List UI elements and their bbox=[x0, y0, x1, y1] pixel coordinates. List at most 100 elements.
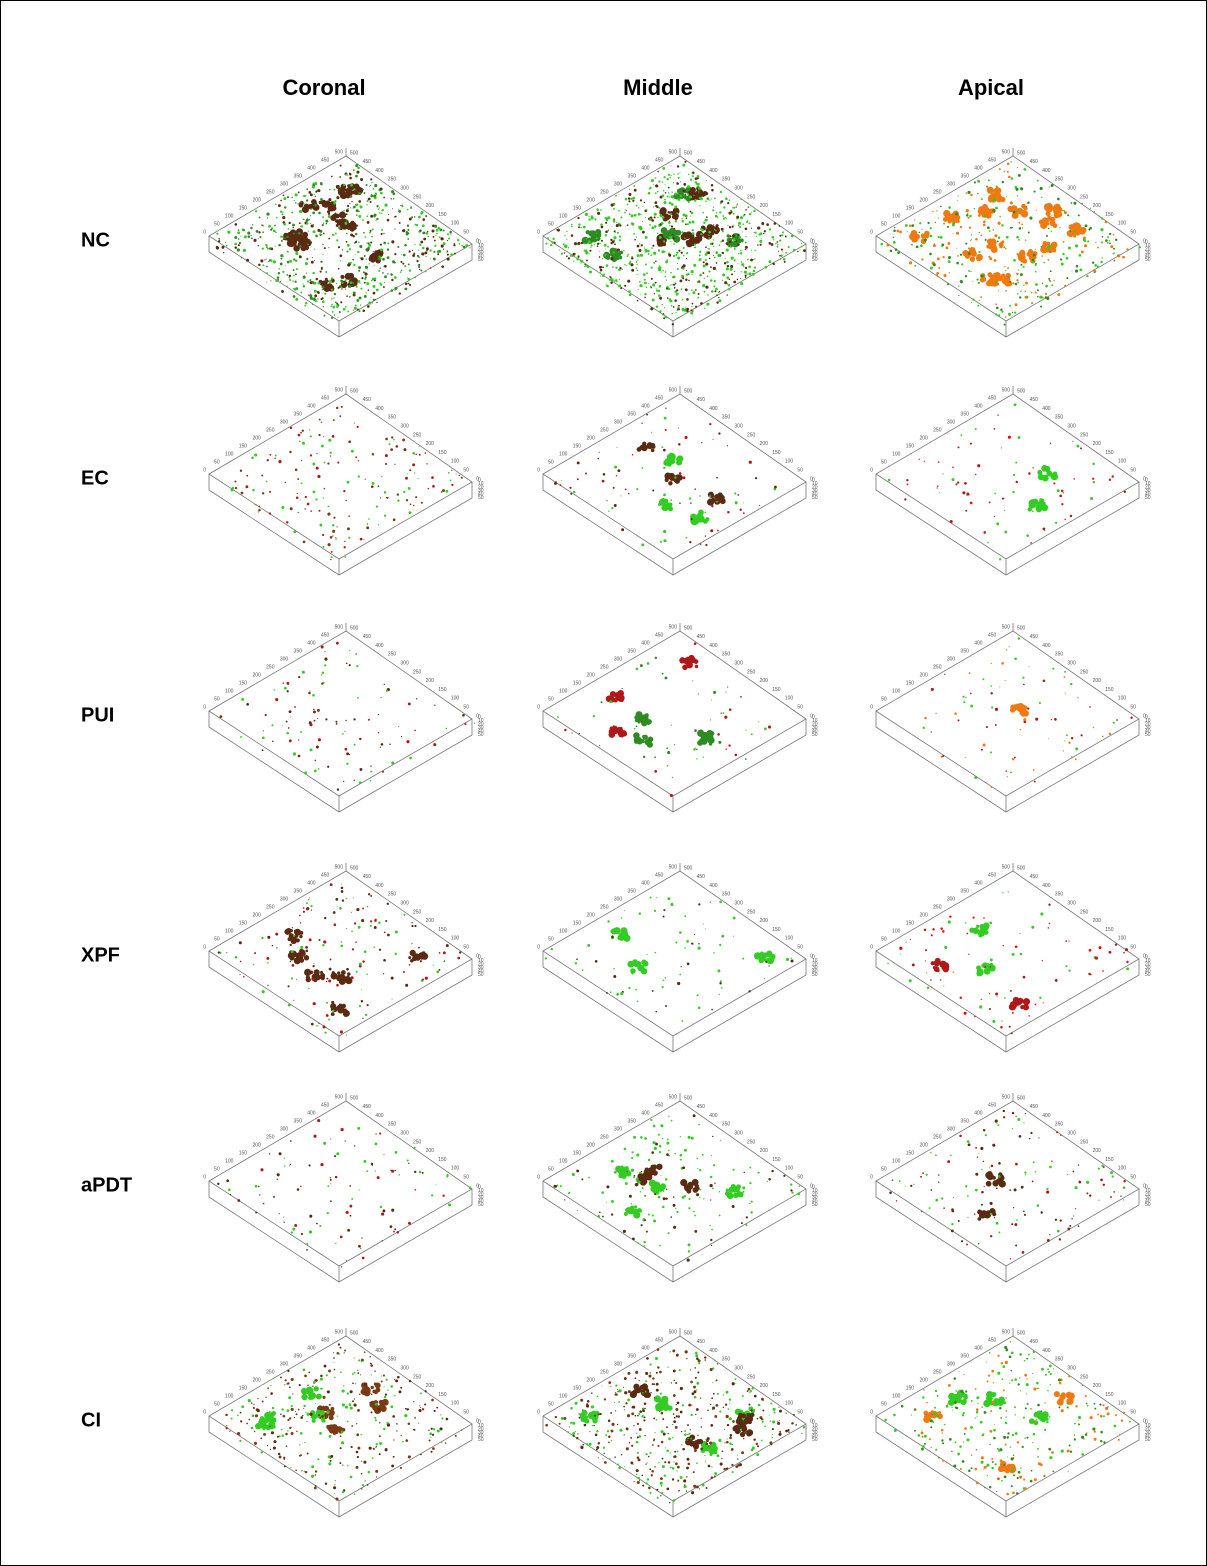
dot bbox=[403, 971, 405, 973]
dot bbox=[463, 246, 465, 248]
dot bbox=[715, 288, 718, 291]
dot bbox=[300, 1416, 303, 1419]
dot bbox=[1029, 217, 1032, 220]
dot bbox=[768, 1178, 771, 1181]
axis-tick-label: 250 bbox=[266, 189, 275, 195]
dot bbox=[338, 246, 340, 248]
dot bbox=[384, 931, 386, 933]
dot bbox=[461, 245, 463, 247]
dot bbox=[443, 249, 444, 250]
dot bbox=[318, 1413, 320, 1415]
dot bbox=[1015, 1245, 1017, 1247]
dot bbox=[283, 194, 285, 196]
axis-tick-label: 50 bbox=[1130, 230, 1136, 236]
dot bbox=[320, 1163, 323, 1166]
dot bbox=[568, 247, 569, 248]
dot bbox=[394, 464, 395, 465]
dot bbox=[957, 446, 959, 448]
dot bbox=[1085, 224, 1088, 227]
dot bbox=[716, 262, 718, 264]
dot bbox=[706, 303, 709, 306]
dot bbox=[289, 275, 292, 278]
dot bbox=[1006, 236, 1009, 239]
dot bbox=[974, 776, 977, 779]
dot bbox=[727, 277, 730, 280]
dot bbox=[314, 260, 315, 261]
dot bbox=[258, 511, 259, 512]
cluster-dot bbox=[321, 201, 326, 206]
dot bbox=[325, 278, 328, 281]
dot bbox=[671, 203, 674, 206]
dot bbox=[447, 240, 448, 241]
dot bbox=[684, 1195, 686, 1197]
dot bbox=[412, 452, 415, 455]
dot bbox=[408, 283, 410, 285]
dot bbox=[324, 664, 326, 666]
dot bbox=[333, 911, 336, 914]
axis-tick-label: 400 bbox=[641, 403, 650, 409]
dot bbox=[308, 191, 311, 194]
dot bbox=[601, 1191, 604, 1194]
dot bbox=[570, 255, 572, 257]
volume-rendering: 0501001502002503003504004505005004504003… bbox=[203, 863, 484, 1052]
dot bbox=[679, 472, 682, 475]
dot bbox=[414, 277, 416, 279]
cluster-dot bbox=[312, 1419, 316, 1423]
dot bbox=[298, 755, 300, 757]
dot bbox=[286, 1445, 288, 1447]
dot bbox=[422, 218, 425, 221]
dot bbox=[300, 731, 302, 733]
dot bbox=[363, 192, 365, 194]
dot bbox=[619, 239, 621, 241]
dot bbox=[262, 225, 264, 227]
dot bbox=[366, 204, 367, 205]
dot bbox=[631, 1157, 633, 1159]
dot bbox=[308, 294, 309, 295]
dot bbox=[1065, 693, 1066, 694]
cluster-dot bbox=[671, 231, 677, 237]
dot bbox=[578, 226, 580, 228]
cluster-dot bbox=[333, 1432, 336, 1435]
dot bbox=[1125, 948, 1128, 951]
dot bbox=[402, 1441, 404, 1443]
dot bbox=[347, 527, 350, 530]
dot bbox=[1089, 949, 1092, 952]
dot bbox=[284, 206, 286, 208]
axis-tick-label: 400 bbox=[375, 643, 384, 649]
dot bbox=[648, 283, 649, 284]
dot bbox=[739, 226, 741, 228]
dot bbox=[678, 443, 680, 445]
dot bbox=[707, 275, 709, 277]
dot bbox=[892, 1179, 894, 1181]
dot bbox=[670, 499, 672, 501]
dot bbox=[732, 1169, 734, 1171]
dot bbox=[605, 234, 607, 236]
dot bbox=[944, 969, 946, 971]
dot bbox=[673, 243, 675, 245]
dot bbox=[335, 1176, 338, 1179]
cluster-dot bbox=[992, 241, 996, 245]
dot bbox=[1006, 649, 1007, 650]
dot bbox=[441, 491, 442, 492]
dot bbox=[361, 1000, 363, 1002]
dot bbox=[924, 929, 927, 932]
dot bbox=[363, 1461, 366, 1464]
dot bbox=[310, 241, 311, 242]
dot bbox=[571, 732, 572, 733]
dot bbox=[330, 452, 332, 454]
dot bbox=[372, 228, 374, 230]
dot bbox=[702, 272, 704, 274]
dot bbox=[651, 432, 652, 433]
dot bbox=[341, 887, 344, 890]
cluster-dot bbox=[633, 732, 640, 739]
dot bbox=[1010, 1258, 1011, 1259]
dot bbox=[703, 264, 706, 267]
dot bbox=[1038, 1137, 1039, 1138]
dot bbox=[668, 221, 671, 224]
dot bbox=[422, 231, 425, 234]
dot bbox=[1050, 443, 1051, 444]
dot bbox=[596, 237, 598, 239]
dot bbox=[309, 938, 312, 941]
dot bbox=[312, 182, 313, 183]
dot bbox=[376, 289, 379, 292]
